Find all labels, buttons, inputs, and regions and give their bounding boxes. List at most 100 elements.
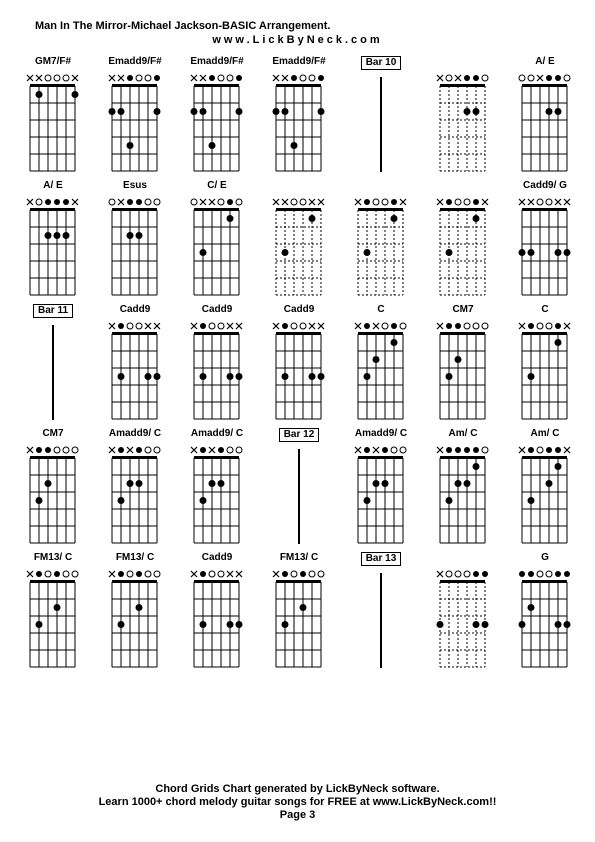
chord-cell: C bbox=[343, 304, 419, 420]
chord-name-label: G bbox=[541, 552, 549, 566]
bar-divider bbox=[298, 449, 300, 544]
chord-cell: Am/ C bbox=[425, 428, 501, 544]
chord-name-label: Amadd9/ C bbox=[191, 428, 243, 442]
chord-cell bbox=[425, 56, 501, 172]
chord-cell: Bar 10 bbox=[343, 56, 419, 172]
chord-name-label: Cadd9 bbox=[202, 552, 233, 566]
chord-cell: Cadd9 bbox=[179, 304, 255, 420]
chord-cell bbox=[261, 180, 337, 296]
page-title: Man In The Mirror-Michael Jackson-BASIC … bbox=[15, 20, 580, 32]
chord-name-label: A/ E bbox=[43, 180, 62, 194]
chord-diagram bbox=[268, 72, 330, 172]
chord-name-label: A/ E bbox=[535, 56, 554, 70]
chord-name-label: Cadd9/ G bbox=[523, 180, 567, 194]
chord-diagram bbox=[22, 444, 84, 544]
chord-name-label: FM13/ C bbox=[34, 552, 72, 566]
chord-cell: Amadd9/ C bbox=[343, 428, 419, 544]
page-number: Page 3 bbox=[0, 809, 595, 821]
chord-cell: Bar 11 bbox=[15, 304, 91, 420]
chord-diagram bbox=[104, 568, 166, 668]
chord-name-label: Cadd9 bbox=[120, 304, 151, 318]
chord-name-label: Emadd9/F# bbox=[190, 56, 243, 70]
chord-cell: Emadd9/F# bbox=[261, 56, 337, 172]
chord-diagram bbox=[186, 196, 248, 296]
chord-cell: Emadd9/F# bbox=[97, 56, 173, 172]
chord-diagram bbox=[268, 568, 330, 668]
chord-diagram bbox=[350, 196, 412, 296]
chord-cell: Amadd9/ C bbox=[179, 428, 255, 544]
chord-diagram bbox=[432, 196, 494, 296]
chord-diagram bbox=[350, 444, 412, 544]
footer-line-2: Learn 1000+ chord melody guitar songs fo… bbox=[0, 796, 595, 808]
chord-cell: FM13/ C bbox=[261, 552, 337, 668]
chord-cell: Cadd9 bbox=[97, 304, 173, 420]
page-footer: Chord Grids Chart generated by LickByNec… bbox=[0, 782, 595, 822]
chord-name-label: Emadd9/F# bbox=[108, 56, 161, 70]
chord-name-label: Emadd9/F# bbox=[272, 56, 325, 70]
chord-diagram bbox=[104, 196, 166, 296]
chord-name-label: FM13/ C bbox=[116, 552, 154, 566]
bar-marker-label: Bar 10 bbox=[361, 56, 402, 70]
chord-diagram bbox=[186, 444, 248, 544]
chord-cell: GM7/F# bbox=[15, 56, 91, 172]
chord-diagram bbox=[186, 72, 248, 172]
chord-cell: Cadd9 bbox=[179, 552, 255, 668]
chord-name-label: GM7/F# bbox=[35, 56, 71, 70]
chord-name-label: C bbox=[541, 304, 548, 318]
chord-name-label: CM7 bbox=[42, 428, 63, 442]
chord-name-label: C bbox=[377, 304, 384, 318]
bar-divider bbox=[380, 77, 382, 172]
bar-divider bbox=[52, 325, 54, 420]
chord-cell bbox=[425, 180, 501, 296]
chord-cell: Am/ C bbox=[507, 428, 583, 544]
chord-name-label: Am/ C bbox=[449, 428, 478, 442]
site-url: www.LickByNeck.com bbox=[15, 34, 580, 46]
bar-divider bbox=[380, 573, 382, 668]
chord-diagram bbox=[186, 320, 248, 420]
chord-cell: A/ E bbox=[507, 56, 583, 172]
chord-cell: G bbox=[507, 552, 583, 668]
chord-diagram bbox=[514, 196, 576, 296]
chord-cell: A/ E bbox=[15, 180, 91, 296]
chord-cell: Amadd9/ C bbox=[97, 428, 173, 544]
chord-cell: Cadd9/ G bbox=[507, 180, 583, 296]
chord-diagram bbox=[432, 72, 494, 172]
chord-name-label: Cadd9 bbox=[202, 304, 233, 318]
chord-name-label: Amadd9/ C bbox=[355, 428, 407, 442]
chord-cell: FM13/ C bbox=[15, 552, 91, 668]
chord-diagram bbox=[186, 568, 248, 668]
chord-cell: C bbox=[507, 304, 583, 420]
chord-diagram bbox=[514, 72, 576, 172]
chord-diagram bbox=[514, 568, 576, 668]
chord-diagram bbox=[22, 568, 84, 668]
chord-cell: CM7 bbox=[15, 428, 91, 544]
chord-cell bbox=[425, 552, 501, 668]
chord-cell: FM13/ C bbox=[97, 552, 173, 668]
chord-name-label: Cadd9 bbox=[284, 304, 315, 318]
chord-diagram bbox=[104, 444, 166, 544]
chord-name-label: FM13/ C bbox=[280, 552, 318, 566]
bar-marker-label: Bar 12 bbox=[279, 428, 320, 442]
chord-diagram bbox=[268, 196, 330, 296]
chord-name-label: Esus bbox=[123, 180, 147, 194]
chord-diagram bbox=[432, 568, 494, 668]
chord-grid: GM7/F# Emadd9/F# Emadd9/F# Emadd9/F# Bar 10 A… bbox=[15, 56, 580, 668]
chord-diagram bbox=[432, 320, 494, 420]
chord-diagram bbox=[104, 320, 166, 420]
chord-cell: Cadd9 bbox=[261, 304, 337, 420]
chord-diagram bbox=[22, 72, 84, 172]
chord-cell bbox=[343, 180, 419, 296]
bar-marker-label: Bar 13 bbox=[361, 552, 402, 566]
chord-diagram bbox=[514, 320, 576, 420]
chord-cell: CM7 bbox=[425, 304, 501, 420]
chord-cell: Bar 12 bbox=[261, 428, 337, 544]
chord-name-label: Amadd9/ C bbox=[109, 428, 161, 442]
chord-name-label: CM7 bbox=[452, 304, 473, 318]
chord-diagram bbox=[432, 444, 494, 544]
chord-cell: Emadd9/F# bbox=[179, 56, 255, 172]
chord-cell: C/ E bbox=[179, 180, 255, 296]
chord-name-label: C/ E bbox=[207, 180, 226, 194]
chord-cell: Esus bbox=[97, 180, 173, 296]
chord-name-label: Am/ C bbox=[531, 428, 560, 442]
chord-diagram bbox=[350, 320, 412, 420]
